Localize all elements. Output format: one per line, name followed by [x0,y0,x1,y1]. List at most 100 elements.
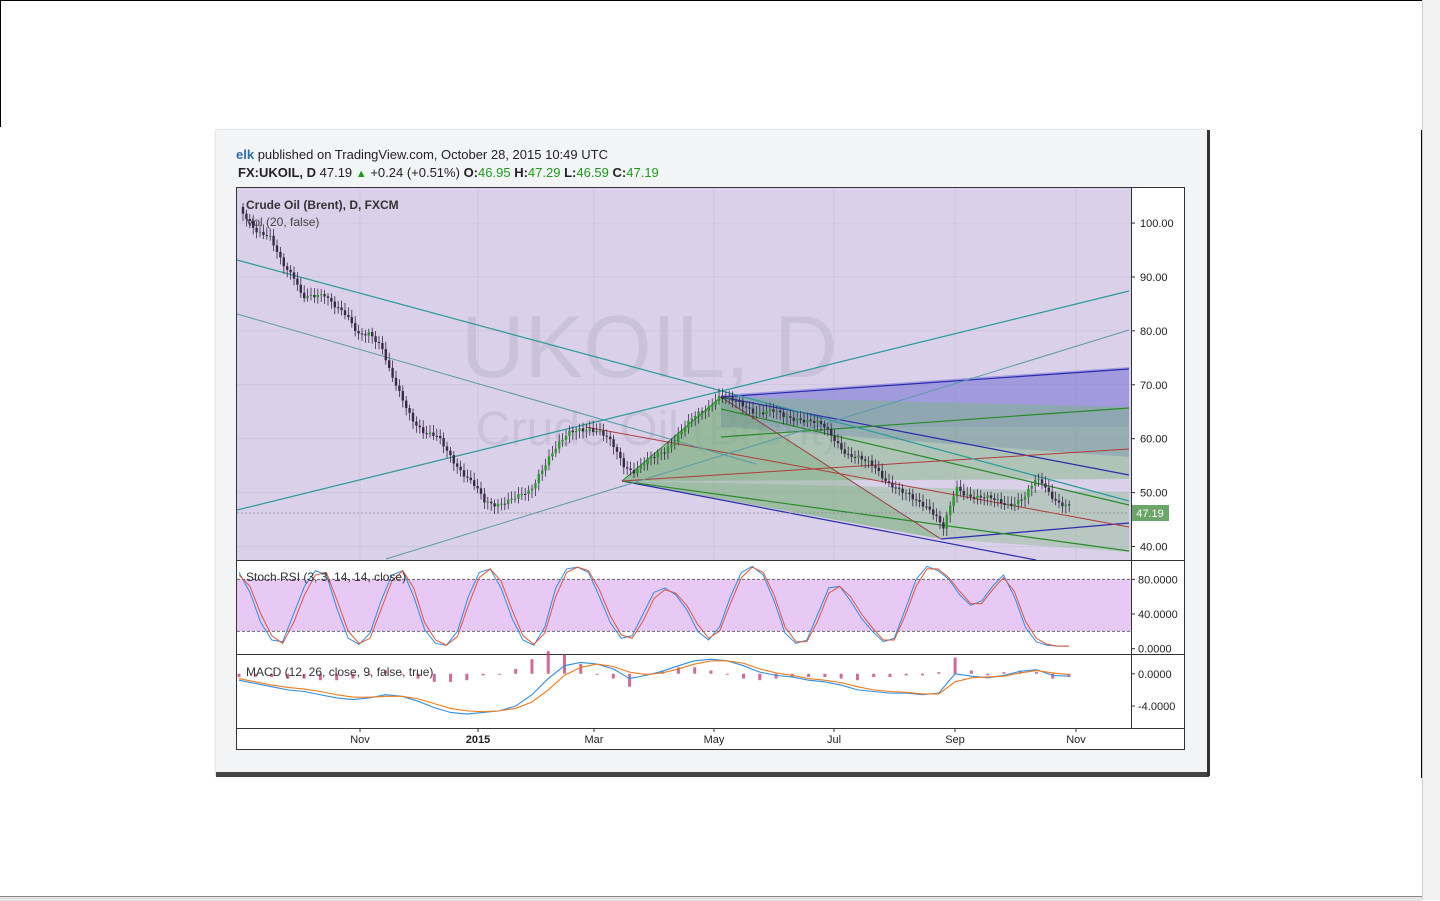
teal-fan-upper[interactable] [236,290,1130,511]
candle-body [340,307,343,311]
stoch-rsi-pane[interactable]: 80.0000 40.0000 0.0000 Stoch RSI (3, 3, 14… [237,565,1178,656]
candle-body [1003,503,1006,505]
red-median-line[interactable] [585,426,1130,528]
candle-body [813,420,816,423]
candle-body [792,417,795,421]
scrollbar-divider [1421,130,1422,778]
candle-body [724,398,727,400]
macd-hist-bar [562,654,566,674]
macd-hist-bar [774,673,778,679]
drawings-layer[interactable] [236,259,1130,561]
candle-body [639,465,642,469]
candle-body [269,235,272,237]
candle-body [507,499,510,505]
price-axis[interactable]: 100.00 90.00 80.00 70.00 60.00 50.00 40.00 47.… [1131,188,1174,728]
teal-fan-lower[interactable] [385,329,1130,560]
horizontal-scrollbar[interactable] [0,896,1422,901]
candle-body [374,336,377,342]
candle-body [772,409,775,412]
candle-body [394,377,398,386]
candle-body [887,481,891,483]
macd-hist-bar [530,659,534,674]
macd-hist-bar [432,673,436,682]
candle-body [932,509,935,515]
candle-body [544,465,547,471]
candle-body [799,418,802,420]
candle-body [595,431,598,433]
candle-body [466,476,469,478]
macd-hist-bar [579,664,583,674]
macd-hist-bar [611,673,615,679]
candle-body [884,478,887,482]
macd-hist-bar [807,673,811,677]
vertical-scrollbar[interactable] [1422,0,1440,900]
candle-body [439,435,442,439]
channel-top-line[interactable] [720,368,1130,398]
chart-svg[interactable]: UKOIL, D Crude Oil (Brent) [236,187,1186,752]
teal-trend-upper[interactable] [236,259,1130,502]
candle-body [292,272,296,279]
channel-upper-line[interactable] [720,396,1130,476]
candle-body [646,458,649,465]
time-axis[interactable]: Nov 2015 Mar May Jul Sep Nov [350,728,1086,746]
channel-lower-line[interactable] [621,480,1037,561]
candle-body [694,415,697,419]
candle-body [500,503,503,505]
candle-body [282,257,285,267]
candle-body [381,343,384,350]
candle-body [983,497,986,499]
candle-body [1051,491,1054,499]
macd-hist-bar [318,673,322,681]
candle-body [704,410,707,413]
candle-body [874,465,877,468]
candle-body [513,498,517,500]
macd-hist-bar [270,673,274,677]
candles-layer[interactable] [241,203,1071,537]
candle-body [802,419,806,423]
candle-body [809,419,812,421]
candle-body [1054,498,1057,501]
candle-body [663,452,666,454]
candle-body [826,427,829,429]
candle-body [1047,487,1050,492]
candle-body [360,333,364,335]
channel-base-line[interactable] [940,522,1130,540]
macd-hist-bar [986,673,990,676]
macd-pane[interactable]: 0.0000 -4.0000 MACD (12, 26, close, 9, fa… [237,651,1176,715]
teal-trend-lower[interactable] [236,313,757,465]
time-tick-label: Jul [827,734,841,746]
low-value: 46.59 [576,165,609,180]
candle-body [503,503,506,505]
candle-body [258,231,262,233]
candle-body [728,397,731,399]
macd-hist-bar [660,670,664,674]
candle-body [520,493,523,495]
candle-body [578,428,581,431]
candle-body [864,459,867,461]
author-link[interactable]: elk [236,147,255,162]
macd-hist-bar [709,670,713,674]
candle-body [952,496,955,506]
candle-body [996,499,999,501]
candle-body [473,480,476,487]
green-median-upper[interactable] [720,408,1130,506]
stoch-line-1 [238,566,1069,647]
candle-body [877,467,880,471]
price-grid [237,188,1131,560]
price-pane[interactable]: UKOIL, D Crude Oil (Brent) [236,188,1131,561]
candle-body [707,405,710,411]
green-upper-line[interactable] [720,407,1130,438]
candle-body [748,407,751,409]
candle-body [1010,503,1013,507]
candle-body [979,495,982,498]
candle-body [592,428,595,432]
candle-body [462,470,466,477]
candle-body [456,463,459,467]
green-median-lower[interactable] [621,480,1130,552]
macd-hist-bar [937,672,941,674]
candle-body [537,474,540,484]
candle-body [653,456,656,458]
candle-body [966,494,969,496]
candle-body [847,453,850,455]
ohlc-header: FX:UKOIL, D 47.19 ▲ +0.24 (+0.51%) O:46.… [238,165,659,180]
